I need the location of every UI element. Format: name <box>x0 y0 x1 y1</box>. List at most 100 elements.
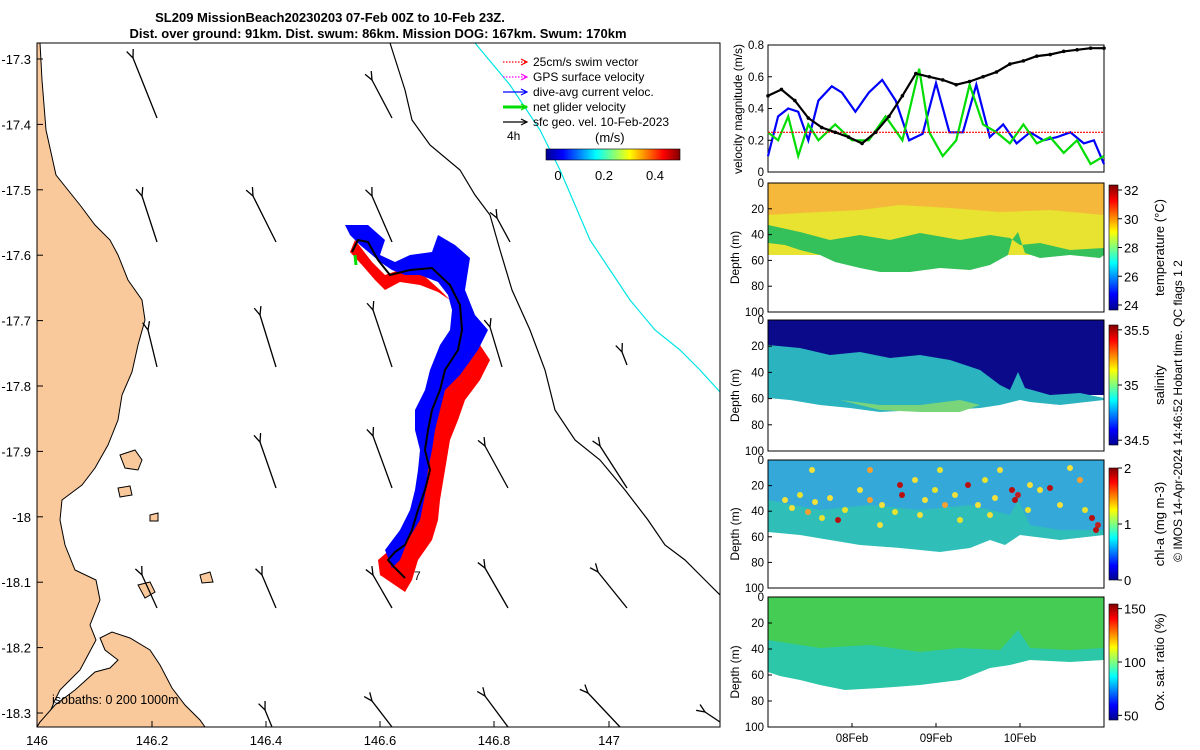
depth-tick-label: 60 <box>751 394 764 406</box>
current-vector-arrow <box>365 565 393 609</box>
island-2 <box>117 485 133 498</box>
chlorophyll-sample-point <box>1027 482 1033 488</box>
chlorophyll-sample-point <box>899 492 905 498</box>
chlorophyll-sample-point <box>922 497 928 503</box>
velocity-point <box>940 78 945 82</box>
chlorophyll-sample-point <box>987 512 993 518</box>
isobath-200m <box>389 43 720 596</box>
oxygen-panel: 0 20 40 60 80 100 Depth (m) 50 100 150 Ox. sat. ra… <box>728 592 1167 734</box>
current-vector-arrow <box>365 186 393 243</box>
map-xtick-label: 147 <box>598 733 620 748</box>
chlorophyll-sample-point <box>1025 507 1031 513</box>
velocity-point <box>914 71 918 76</box>
velocity-point <box>819 125 824 130</box>
depth-tick-label: 80 <box>751 696 764 708</box>
island-5 <box>149 512 159 522</box>
velocity-point <box>833 130 837 135</box>
depth-tick-label: 20 <box>751 204 764 216</box>
velocity-point <box>1102 46 1106 50</box>
map-ytick-label: -17.5 <box>1 183 31 198</box>
chlorophyll-sample-point <box>789 505 795 511</box>
chlorophyll-sample-point <box>809 467 815 473</box>
depth-tick-label: 20 <box>751 618 764 630</box>
velocity-point <box>900 94 905 98</box>
velocity-ytick-label: 0.4 <box>748 104 765 116</box>
chlorophyll-colorbar <box>1108 467 1119 581</box>
depth-tick-label: 0 <box>758 455 764 467</box>
chlorophyll-sample-point <box>975 502 981 508</box>
velocity-axes <box>767 44 1105 173</box>
depth-tick-label: 40 <box>751 506 764 518</box>
chlorophyll-sample-point <box>1057 502 1063 508</box>
legend-arrowhead <box>520 58 529 66</box>
map-ytick-label: -17.8 <box>1 379 31 394</box>
chlorophyll-sample-point <box>1077 477 1083 483</box>
velocity-point <box>806 116 811 120</box>
depth-tick-label: 40 <box>751 644 764 656</box>
current-vector-arrow <box>135 186 158 243</box>
chlorophyll-sample-point <box>997 467 1003 473</box>
map-xtick-label: 146.4 <box>250 733 283 748</box>
chlorophyll-sample-point <box>942 502 948 508</box>
time-tick-label: 08Feb <box>836 733 869 745</box>
current-vector-arrow <box>258 700 273 727</box>
current-vector-band <box>345 225 488 568</box>
swim-vector-band <box>350 240 490 592</box>
velocity-point <box>967 79 972 84</box>
map-colorbar-tick: 0 <box>554 168 561 183</box>
current-vector-arrow <box>579 684 621 727</box>
chlorophyll-sample-point <box>812 499 818 505</box>
map-ytick-label: -18.2 <box>1 641 31 656</box>
depth-tick-label: 0 <box>758 592 764 604</box>
map-ytick-label: -18.3 <box>1 706 31 721</box>
depth-axis-label: Depth (m) <box>728 231 742 284</box>
depth-tick-label: 0 <box>758 178 764 190</box>
map-ytick-label: -17.6 <box>1 248 31 263</box>
chlorophyll-sample-point <box>1093 527 1099 533</box>
current-vector-arrow <box>134 565 158 609</box>
map-xtick-label: 146.8 <box>478 733 511 748</box>
current-vector-arrow <box>589 563 628 609</box>
current-vector-arrow <box>483 317 503 368</box>
chlorophyll-sample-point <box>835 517 841 523</box>
map-xtick-label: 146.2 <box>136 733 169 748</box>
velocity-point <box>927 74 932 79</box>
time-tick-label: 09Feb <box>920 733 953 745</box>
island-4 <box>199 571 214 584</box>
colorbar-tick-label: 0 <box>1124 573 1131 588</box>
depth-tick-label: 100 <box>745 722 764 734</box>
temperature-colorbar <box>1108 184 1119 311</box>
legend-label: net glider velocity <box>533 100 626 114</box>
oxygen-colorbar <box>1108 603 1119 721</box>
chlorophyll-sample-point <box>1047 485 1053 491</box>
velocity-point <box>873 130 878 135</box>
chlorophyll-sample-point <box>917 512 923 518</box>
velocity-point <box>1008 62 1012 66</box>
colorbar-tick-label: 26 <box>1124 269 1138 284</box>
chlorophyll-sample-point <box>867 467 873 473</box>
velocity-ytick-label: 0.8 <box>748 40 764 52</box>
coastline-land <box>37 43 146 727</box>
map-ytick-label: -18.1 <box>1 575 31 590</box>
map-ytick-label: -17.3 <box>1 52 31 67</box>
chlorophyll-sample-point <box>857 487 863 493</box>
velocity-ytick-label: 0 <box>758 167 764 179</box>
legend-arrowhead <box>520 118 529 126</box>
velocity-point <box>1088 46 1093 50</box>
depth-tick-label: 0 <box>758 315 764 327</box>
colorbar-unit: (m/s) <box>595 130 625 145</box>
side-note: © IMOS 14-Apr-2024 14:46:52 Hobart time.… <box>1171 260 1185 562</box>
colorbar-tick-label: 35 <box>1124 378 1138 393</box>
coastline-land-south <box>37 631 206 727</box>
depth-tick-label: 20 <box>751 481 764 493</box>
map-ytick-label: -17.4 <box>1 117 31 132</box>
depth-tick-label: 80 <box>751 420 764 432</box>
velocity-point <box>1061 49 1066 54</box>
legend-arrowhead <box>520 73 529 81</box>
colorbar-label: temperature (°C) <box>1152 199 1167 296</box>
colorbar-tick-label: 30 <box>1124 212 1138 227</box>
isobath-1000m <box>474 43 720 393</box>
depth-tick-label: 100 <box>745 583 764 595</box>
chlorophyll-sample-point <box>1067 465 1073 471</box>
current-vector-arrow <box>245 186 277 243</box>
